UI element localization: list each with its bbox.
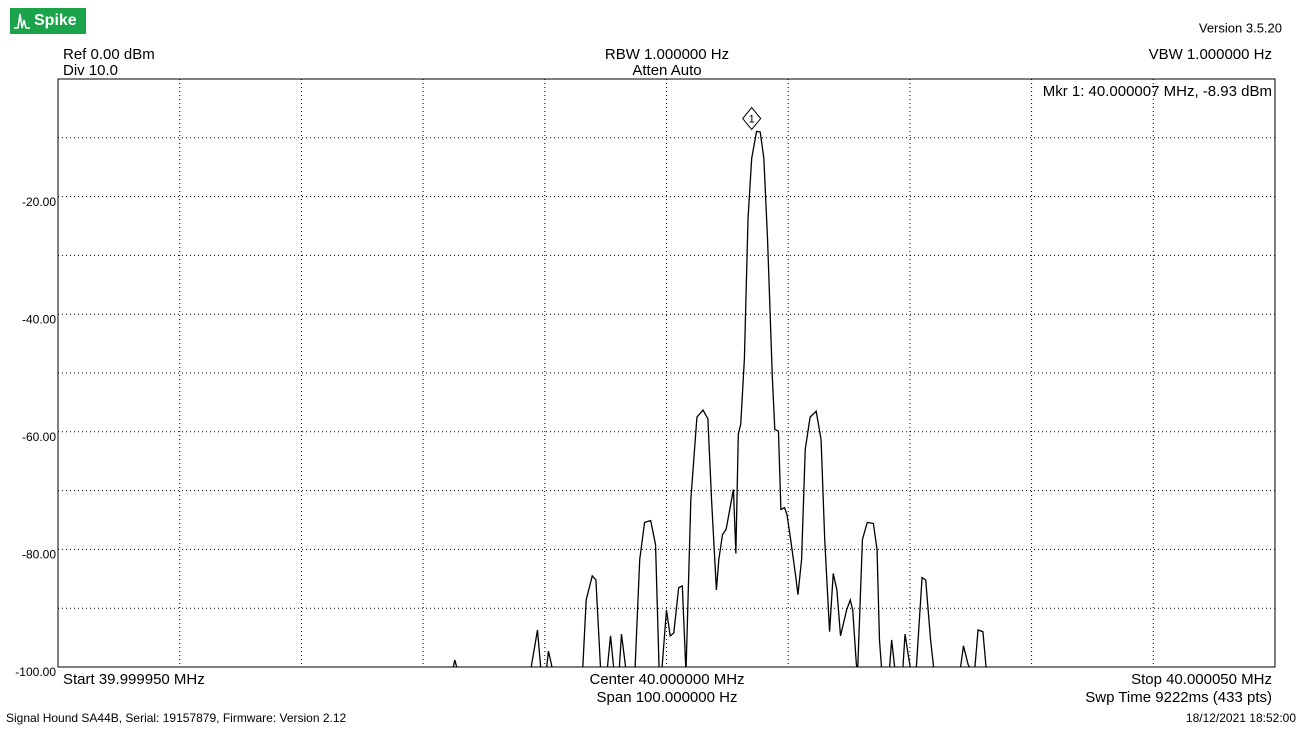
div: Div 10.0 <box>63 62 118 79</box>
logo-box <box>10 8 86 34</box>
sweep-time: Swp Time 9222ms (433 pts) <box>1085 689 1272 706</box>
marker-readout: Mkr 1: 40.000007 MHz, -8.93 dBm <box>1043 83 1272 100</box>
rbw: RBW 1.000000 Hz <box>605 46 729 63</box>
y-tick-label: -100.00 <box>15 665 56 679</box>
y-tick-label: -80.00 <box>22 548 56 562</box>
marker-label: 1 <box>749 113 755 125</box>
timestamp: 18/12/2021 18:52:00 <box>1186 711 1296 725</box>
atten: Atten Auto <box>632 62 701 79</box>
y-tick-label: -40.00 <box>22 312 56 326</box>
y-tick-label: -20.00 <box>22 195 56 209</box>
logo-text: Spike <box>34 12 77 29</box>
vbw: VBW 1.000000 Hz <box>1149 46 1272 63</box>
logo-icon <box>14 13 30 29</box>
center-freq: Center 40.000000 MHz <box>589 671 744 688</box>
y-tick-label: -60.00 <box>22 430 56 444</box>
device-info: Signal Hound SA44B, Serial: 19157879, Fi… <box>6 711 347 725</box>
start-freq: Start 39.999950 MHz <box>63 671 205 688</box>
trace <box>452 130 987 667</box>
span: Span 100.000000 Hz <box>597 689 738 706</box>
stop-freq: Stop 40.000050 MHz <box>1131 671 1272 688</box>
marker <box>742 106 762 131</box>
version: Version 3.5.20 <box>1199 20 1282 35</box>
ref-level: Ref 0.00 dBm <box>63 46 155 63</box>
